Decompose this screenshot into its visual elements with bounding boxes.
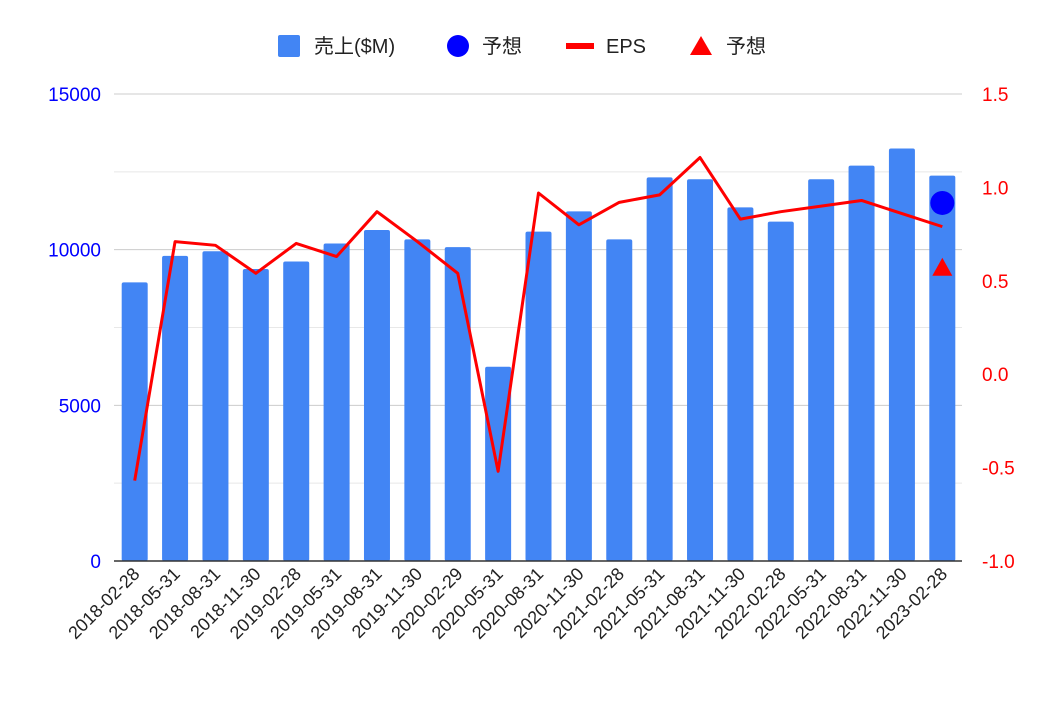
bar-2020-08-31 — [525, 231, 552, 562]
left-axis-ticks: 0 5000 10000 15000 — [48, 85, 101, 573]
legend-label: 予想 — [482, 35, 522, 58]
eps-line — [133, 156, 943, 481]
bar-2018-05-31 — [162, 255, 189, 562]
bar-2019-08-31 — [363, 230, 390, 561]
right-tick-label: -1.0 — [982, 552, 1015, 573]
legend-label: 売上($M) — [314, 35, 395, 58]
legend: 売上($M) 予想 EPS 予想 — [278, 35, 766, 58]
bar-2019-05-31 — [323, 243, 350, 561]
bar-2021-05-31 — [646, 177, 673, 562]
legend-swatch-square — [278, 35, 300, 57]
legend-label: 予想 — [726, 35, 766, 58]
line-series — [133, 156, 943, 481]
bar-series — [121, 148, 956, 562]
legend-swatch-line — [566, 43, 594, 49]
bar-2020-02-29 — [444, 247, 471, 561]
bar-2021-11-30 — [727, 207, 754, 562]
eps-forecast-marker — [932, 257, 953, 276]
left-tick-label: 10000 — [48, 241, 101, 262]
right-axis-ticks: -1.0 -0.5 0.0 0.5 1.0 1.5 — [982, 85, 1015, 573]
bar-2020-11-30 — [565, 211, 592, 561]
x-axis-tick-labels: 2018-02-282018-05-312018-08-312018-11-30… — [64, 564, 951, 643]
legend-item: EPS — [566, 36, 646, 58]
legend-item: 予想 — [447, 35, 522, 58]
legend-item: 売上($M) — [278, 35, 395, 58]
bar-2019-11-30 — [404, 239, 431, 561]
bar-2022-05-31 — [808, 179, 835, 561]
bar-2019-02-28 — [283, 261, 310, 561]
legend-swatch-triangle — [690, 36, 712, 55]
legend-label: EPS — [606, 36, 646, 58]
left-tick-label: 5000 — [59, 396, 101, 417]
bar-2018-11-30 — [242, 268, 269, 561]
bar-2021-08-31 — [687, 179, 714, 561]
bar-2022-11-30 — [888, 148, 915, 561]
bar-2018-08-31 — [202, 251, 229, 561]
right-tick-label: 0.5 — [982, 272, 1008, 293]
bar-2021-02-28 — [606, 239, 633, 561]
bar-2022-08-31 — [848, 165, 875, 561]
right-tick-label: 1.5 — [982, 85, 1008, 106]
left-tick-label: 0 — [90, 552, 101, 573]
bar-2023-02-28 — [929, 175, 956, 561]
bar-2022-02-28 — [767, 221, 794, 561]
legend-item: 予想 — [690, 35, 766, 58]
left-tick-label: 15000 — [48, 85, 101, 106]
right-tick-label: 1.0 — [982, 178, 1008, 199]
forecast-markers — [930, 190, 955, 276]
bar-2018-02-28 — [121, 282, 148, 561]
right-tick-label: 0.0 — [982, 365, 1008, 386]
legend-swatch-circle — [447, 35, 469, 57]
right-tick-label: -0.5 — [982, 459, 1015, 480]
revenue-forecast-marker — [930, 190, 955, 215]
